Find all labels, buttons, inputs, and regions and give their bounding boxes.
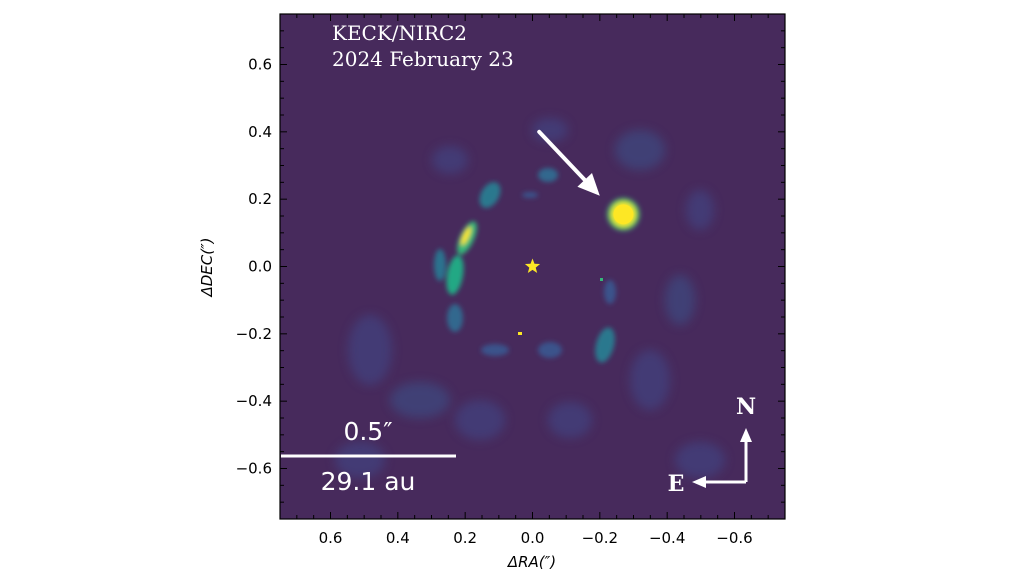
instrument-label: KECK/NIRC2 [332, 21, 467, 45]
host-star-marker [524, 258, 541, 273]
hot-pixel [600, 278, 603, 281]
y-tick-label: 0.0 [248, 258, 272, 276]
y-axis-tick-labels: 0.6 0.4 0.2 0.0 −0.2 −0.4 −0.6 [236, 56, 272, 478]
y-tick-label: 0.6 [248, 56, 272, 74]
x-tick-label: −0.2 [582, 529, 618, 547]
x-axis-tick-labels: 0.6 0.4 0.2 0.0 −0.2 −0.4 −0.6 [319, 529, 753, 547]
north-arrowhead [740, 428, 752, 442]
scale-bar-distance: 29.1 au [321, 467, 416, 496]
x-tick-label: −0.6 [716, 529, 752, 547]
x-tick-label: 0.4 [386, 529, 410, 547]
speckle-residuals [335, 118, 725, 478]
companion-arrow [537, 129, 600, 196]
x-tick-label: −0.4 [649, 529, 685, 547]
hot-pixel [518, 332, 522, 335]
y-tick-label: −0.2 [236, 325, 272, 343]
compass-north-label: N [736, 394, 756, 420]
x-axis-label: ΔRA(″) [507, 553, 556, 571]
y-tick-label: −0.4 [236, 392, 272, 410]
companion-source [613, 204, 634, 225]
x-tick-label: 0.6 [319, 529, 343, 547]
compass-east-label: E [668, 471, 685, 497]
y-tick-label: 0.2 [248, 190, 272, 208]
axis-ticks [280, 14, 785, 519]
y-tick-label: −0.6 [236, 460, 272, 478]
x-tick-label: 0.2 [453, 529, 477, 547]
y-axis-label: ΔDEC(″) [198, 237, 216, 297]
compass: N E [668, 394, 756, 497]
observation-date: 2024 February 23 [332, 47, 514, 71]
scale-bar-angle: 0.5″ [343, 417, 392, 446]
x-tick-label: 0.0 [521, 529, 545, 547]
y-tick-label: 0.4 [248, 123, 272, 141]
east-arrowhead [692, 476, 706, 488]
